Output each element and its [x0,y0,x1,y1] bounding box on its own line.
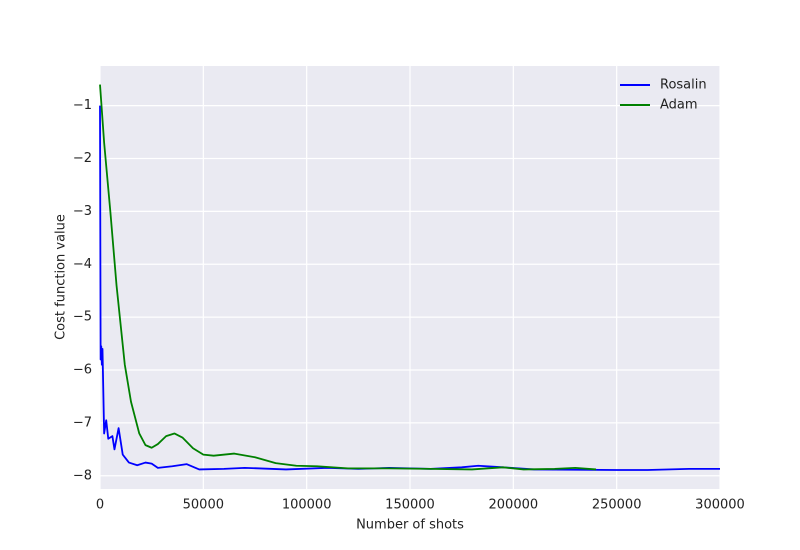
y-tick-label: −7 [73,415,92,430]
legend-label: Rosalin [660,78,707,93]
y-axis-label: Cost function value [54,214,69,340]
x-tick-label: 50000 [183,498,224,513]
x-tick-label: 150000 [385,498,435,513]
line [99,84,597,471]
x-tick-label: 300000 [695,498,745,513]
line [99,105,720,471]
x-tick-label: 250000 [592,498,642,513]
x-axis-label: Number of shots [356,518,464,533]
y-tick-label: −4 [73,257,92,272]
x-tick-label: 200000 [489,498,539,513]
y-tick-label: −2 [73,151,92,166]
x-tick-label: 100000 [282,498,332,513]
y-tick-label: −5 [73,310,92,325]
y-tick-label: −3 [73,204,92,219]
y-tick-label: −8 [73,468,92,483]
y-tick-label: −6 [73,363,92,378]
legend-label: Adam [660,98,698,113]
y-tick-label: −1 [73,98,92,113]
x-tick-label: 0 [96,498,104,513]
